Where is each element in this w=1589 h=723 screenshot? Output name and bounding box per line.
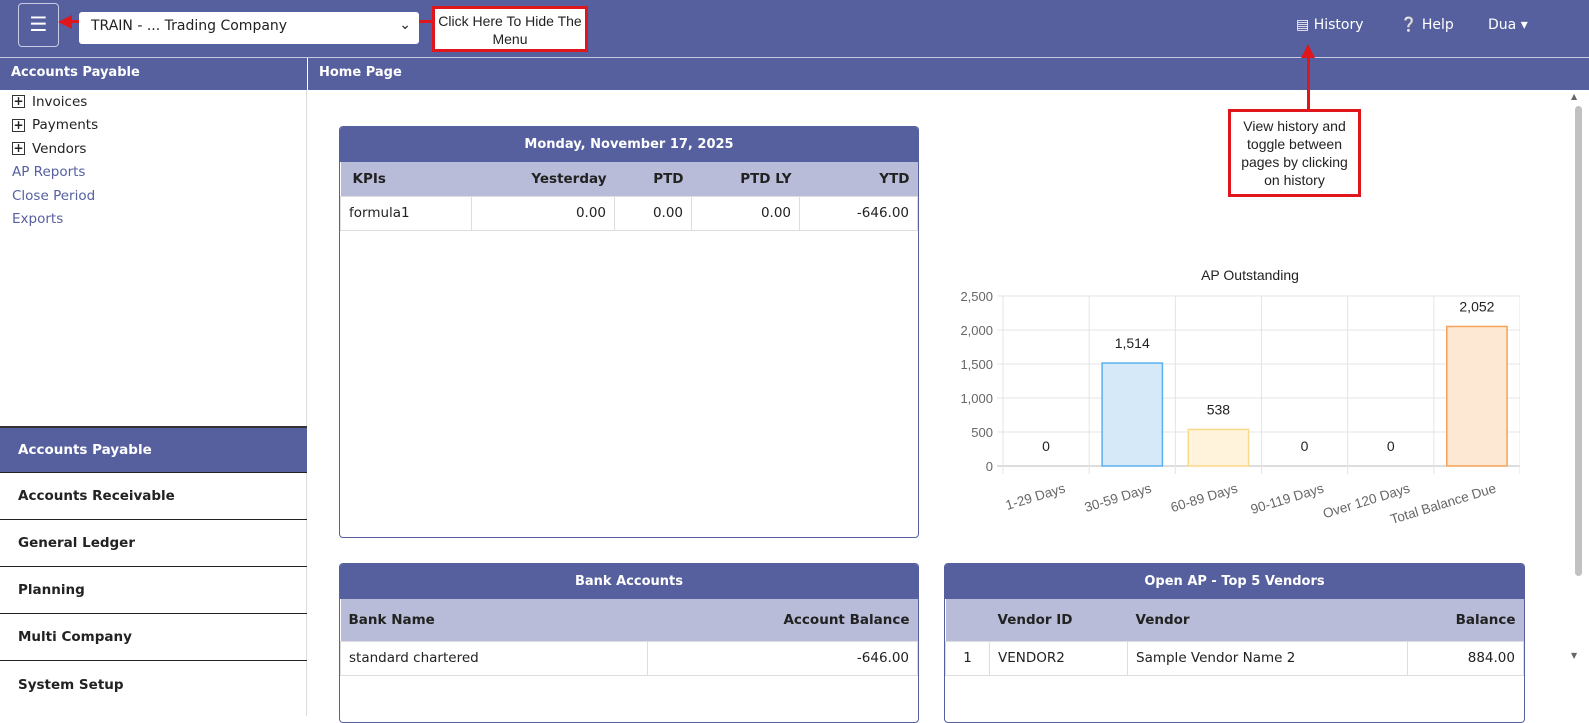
help-icon: ❔ — [1400, 17, 1418, 33]
col-header — [945, 599, 990, 641]
module-general-ledger[interactable]: General Ledger — [0, 520, 307, 567]
help-label: Help — [1421, 17, 1454, 33]
tree-label: Invoices — [32, 93, 88, 110]
vendors-title: Open AP - Top 5 Vendors — [945, 564, 1524, 599]
tree-label: Payments — [32, 117, 99, 134]
module-system-setup[interactable]: System Setup — [18, 676, 124, 693]
bank-accounts-panel: Bank Accounts Bank Name Account Balance s… — [339, 563, 919, 723]
data-label: 538 — [1207, 401, 1231, 417]
arrow-head — [58, 15, 72, 29]
bar — [1101, 362, 1164, 467]
y-tick-label: 1,000 — [960, 391, 993, 406]
table-row: 1 VENDOR2 Sample Vendor Name 2 884.00 — [945, 640, 1524, 676]
scrollbar-thumb[interactable] — [1575, 106, 1582, 576]
table-row: standard chartered -646.00 — [340, 640, 918, 676]
history-link[interactable]: ▤ History — [1296, 17, 1364, 33]
col-header: KPIs — [340, 162, 472, 196]
cell: standard chartered — [340, 640, 648, 676]
cell: Sample Vendor Name 2 — [1127, 640, 1408, 676]
module-accounts-receivable[interactable]: Accounts Receivable — [0, 473, 307, 520]
link-exports[interactable]: Exports — [12, 211, 64, 228]
table-row: formula1 0.00 0.00 0.00 -646.00 — [340, 195, 918, 231]
bank-title: Bank Accounts — [340, 564, 918, 599]
cell: formula1 — [340, 195, 472, 231]
cell: 1 — [945, 640, 990, 676]
hamburger-icon[interactable]: ☰ — [18, 3, 59, 47]
y-tick-label: 2,000 — [960, 323, 993, 338]
sidebar-title: Accounts Payable — [0, 58, 307, 90]
col-header: Balance — [1407, 599, 1524, 641]
x-tick-label: 60-89 Days — [1169, 480, 1240, 515]
module-planning[interactable]: Planning — [0, 567, 307, 614]
company-value: TRAIN - ... Trading Company — [91, 18, 288, 34]
expand-icon[interactable]: + — [12, 117, 25, 132]
kpi-panel: Monday, November 17, 2025 KPIs Yesterday P… — [339, 126, 919, 538]
sidebar: + Invoices + Payments + Vendors AP Reports … — [0, 90, 307, 716]
history-callout: View history and toggle between pages by… — [1228, 109, 1361, 197]
module-multi-company[interactable]: Multi Company — [0, 614, 307, 661]
col-header: PTD — [614, 162, 692, 196]
y-tick-label: 2,500 — [960, 289, 993, 304]
x-tick-label: 30-59 Days — [1083, 480, 1154, 515]
caret-down-icon: ▾ — [1520, 17, 1528, 33]
arrow-head — [1301, 44, 1315, 58]
kpi-table: KPIs Yesterday PTD PTD LY YTD formula1 0.00 0.… — [340, 162, 918, 231]
scroll-down-icon[interactable]: ▼ — [1571, 651, 1578, 660]
company-select[interactable]: TRAIN - ... Trading Company ⌄ — [79, 12, 419, 44]
tree-label: Vendors — [32, 140, 87, 157]
cell: 0.00 — [691, 195, 800, 231]
expand-icon[interactable]: + — [12, 94, 25, 109]
link-close-period[interactable]: Close Period — [12, 187, 96, 204]
data-label: 0 — [1387, 438, 1395, 454]
tree-item-vendors[interactable]: + Vendors — [0, 137, 306, 161]
col-header: Vendor — [1127, 599, 1408, 641]
page-title: Home Page — [308, 58, 1589, 90]
data-label: 0 — [1301, 438, 1309, 454]
help-link[interactable]: ❔ Help — [1400, 17, 1454, 33]
cell: 0.00 — [614, 195, 692, 231]
col-header: Account Balance — [647, 599, 918, 641]
x-tick-label: 90-119 Days — [1249, 480, 1326, 517]
module-accounts-payable[interactable]: Accounts Payable — [0, 426, 307, 473]
cell: 0.00 — [471, 195, 615, 231]
col-header: Yesterday — [471, 162, 615, 196]
col-header: YTD — [799, 162, 918, 196]
chevron-down-icon: ⌄ — [399, 17, 411, 33]
data-label: 1,514 — [1115, 335, 1150, 351]
history-label: History — [1313, 17, 1364, 33]
history-icon: ▤ — [1296, 17, 1310, 33]
chart-title: AP Outstanding — [1201, 267, 1299, 283]
menu-callout: Click Here To Hide The Menu — [432, 6, 588, 52]
cell: VENDOR2 — [989, 640, 1128, 676]
y-tick-label: 500 — [971, 425, 993, 440]
bar — [1446, 325, 1508, 467]
col-header: PTD LY — [691, 162, 800, 196]
top-bar: ☰ TRAIN - ... Trading Company ⌄ ▤ History… — [0, 0, 1589, 58]
tree-item-invoices[interactable]: + Invoices — [0, 90, 306, 114]
user-name: Dua — [1488, 17, 1517, 33]
kpi-date: Monday, November 17, 2025 — [340, 127, 918, 162]
expand-icon[interactable]: + — [12, 141, 25, 156]
cell: -646.00 — [647, 640, 918, 676]
data-label: 2,052 — [1459, 298, 1494, 314]
bar — [1187, 428, 1250, 467]
ap-outstanding-chart: AP Outstanding 0 500 1,000 1,500 2,000 2,500 0… — [960, 267, 1520, 527]
y-tick-label: 0 — [986, 459, 993, 474]
col-header: Bank Name — [340, 599, 648, 641]
x-tick-label: 1-29 Days — [1004, 480, 1067, 512]
callout-arrow — [1307, 58, 1310, 110]
data-label: 0 — [1042, 438, 1050, 454]
tree-item-payments[interactable]: + Payments — [0, 114, 306, 138]
top-vendors-panel: Open AP - Top 5 Vendors Vendor ID Vendor B… — [944, 563, 1525, 723]
scroll-up-icon[interactable]: ▲ — [1571, 92, 1578, 101]
y-tick-label: 1,500 — [960, 357, 993, 372]
user-menu[interactable]: Dua ▾ — [1488, 17, 1528, 33]
col-header: Vendor ID — [989, 599, 1128, 641]
cell: 884.00 — [1407, 640, 1524, 676]
scrollbar[interactable]: ▲ ▼ — [1567, 90, 1589, 662]
cell: -646.00 — [799, 195, 918, 231]
link-ap-reports[interactable]: AP Reports — [12, 164, 86, 181]
